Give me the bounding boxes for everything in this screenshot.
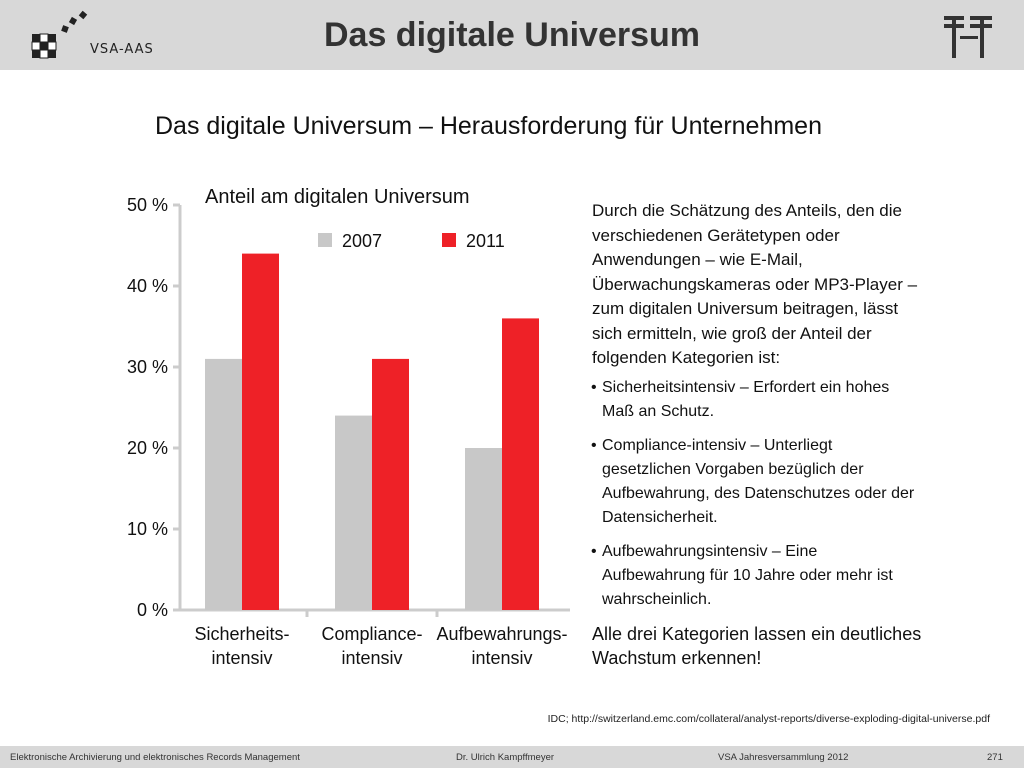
bar-2011	[242, 253, 279, 610]
bar-chart: Anteil am digitalen Universum 0 % 10 % 20 %…	[127, 186, 570, 668]
footer-author: Dr. Ulrich Kampffmeyer	[456, 752, 555, 763]
category-bullet: Sicherheitsintensiv – Erfordert ein hohe…	[591, 376, 922, 424]
brand-mark-icon	[944, 16, 992, 58]
logo-text: VSA-AAS	[90, 42, 154, 57]
legend-label: 2007	[342, 231, 382, 251]
bar-2011	[502, 318, 539, 610]
category-bullet: Compliance-intensiv – Unterliegt gesetzl…	[591, 434, 922, 530]
x-category-label: intensiv	[211, 648, 272, 668]
footer-course: Elektronische Archivierung und elektroni…	[10, 752, 300, 763]
slide-footer: Elektronische Archivierung und elektroni…	[0, 746, 1024, 768]
category-bullet: Aufbewahrungsintensiv – Eine Aufbewahrun…	[591, 540, 922, 612]
y-tick-label: 0 %	[137, 600, 168, 620]
slide-header: VSA-AAS Das digitale Universum	[0, 0, 1024, 70]
y-tick-label: 20 %	[127, 438, 168, 458]
legend-label: 2011	[466, 231, 505, 251]
bar-2011	[372, 358, 409, 610]
legend-swatch-2011	[442, 233, 456, 247]
vsa-aas-logo	[31, 10, 88, 59]
description-panel: Durch die Schätzung des Anteils, den die…	[591, 199, 922, 670]
page-title: Das digitale Universum	[323, 16, 700, 54]
x-category-label: intensiv	[341, 648, 402, 668]
y-tick-label: 30 %	[127, 357, 168, 377]
x-category-label: Compliance-	[321, 624, 422, 644]
bar-2007	[205, 358, 242, 610]
bar-2007	[335, 415, 372, 610]
bar-2007	[465, 448, 502, 610]
legend-swatch-2007	[318, 233, 332, 247]
category-list: Sicherheitsintensiv – Erfordert ein hohe…	[591, 376, 922, 612]
x-category-label: Aufbewahrungs-	[436, 624, 567, 644]
y-tick-label: 40 %	[127, 276, 168, 296]
x-category-label: Sicherheits-	[194, 624, 289, 644]
source-citation: IDC; http://switzerland.emc.com/collater…	[547, 713, 990, 725]
page-number: 271	[987, 752, 1003, 763]
description-conclusion: Alle drei Kategorien lassen ein deutlich…	[592, 623, 922, 668]
description-intro: Durch die Schätzung des Anteils, den die…	[592, 201, 918, 367]
y-tick-label: 50 %	[127, 195, 168, 215]
slide-subtitle: Das digitale Universum – Herausforderung…	[155, 112, 822, 140]
footer-event: VSA Jahresversammlung 2012	[718, 752, 849, 763]
x-category-label: intensiv	[471, 648, 532, 668]
chart-title: Anteil am digitalen Universum	[205, 186, 470, 208]
y-tick-label: 10 %	[127, 519, 168, 539]
